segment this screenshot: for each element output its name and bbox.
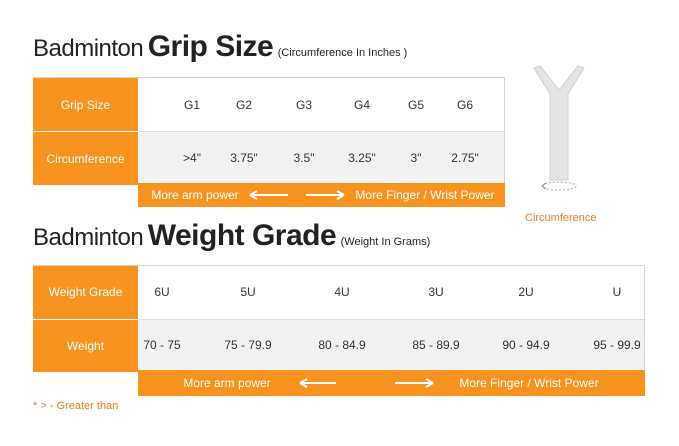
- row-label: Weight: [33, 318, 138, 372]
- grip-bar: More arm power More Finger / Wrist Power: [138, 183, 505, 207]
- row-bg: [138, 318, 644, 372]
- racket-handle-icon: [533, 65, 585, 191]
- cell: G4: [353, 97, 370, 112]
- title-bold: Grip Size: [147, 30, 274, 63]
- cell: 4U: [334, 285, 350, 300]
- cell: >4": [183, 150, 201, 165]
- bar-right-text: More Finger / Wrist Power: [355, 188, 495, 202]
- cell: 3U: [428, 285, 444, 300]
- cell: 5U: [240, 285, 256, 300]
- row-label: Circumference: [33, 131, 138, 185]
- bar-left-text: More arm power: [183, 376, 271, 390]
- cell: 3.75": [230, 150, 258, 165]
- cell: G2: [235, 97, 252, 112]
- grip-table: Grip Size G1 G2 G3 G4 G5 G6 Circumference >4" 3.7…: [33, 77, 505, 185]
- arrows: [249, 190, 345, 200]
- bar-right-text: More Finger / Wrist Power: [459, 376, 599, 390]
- cell: 95 - 99.9: [593, 337, 641, 352]
- cell: G6: [456, 97, 473, 112]
- cell: 3.25": [348, 150, 376, 165]
- cell: G1: [183, 97, 200, 112]
- weight-table: Weight Grade 6U 5U 4U 3U 2U U Weight 70 - 75 75 -…: [33, 265, 645, 372]
- row-bg: [138, 131, 504, 185]
- circumference-label: Circumference: [525, 212, 597, 224]
- cell: 3": [410, 150, 422, 165]
- cell: 75 - 79.9: [224, 337, 272, 352]
- cell: U: [612, 285, 622, 300]
- arrows: [299, 378, 434, 388]
- row-label: Grip Size: [33, 78, 138, 131]
- title-bold: Weight Grade: [147, 219, 337, 252]
- cell: 70 - 75: [143, 337, 181, 352]
- cell: 6U: [154, 285, 170, 300]
- row-bg: [138, 78, 504, 131]
- cell: 85 - 89.9: [412, 337, 460, 352]
- cell: 2U: [518, 285, 534, 300]
- title-light: Badminton: [33, 35, 144, 62]
- weight-bar: More arm power More Finger / Wrist Power: [138, 370, 645, 396]
- cell: G3: [295, 97, 312, 112]
- bar-left-text: More arm power: [151, 188, 239, 202]
- cell: G5: [407, 97, 424, 112]
- footnote: * > - Greater than: [33, 400, 119, 412]
- grip-title: Badminton Grip Size (Circumference In In…: [33, 30, 407, 64]
- cell: 90 - 94.9: [502, 337, 550, 352]
- cell: 3.5": [293, 150, 315, 165]
- title-light: Badminton: [33, 224, 144, 251]
- row-bg: [138, 266, 644, 319]
- title-sub: (Weight In Grams): [340, 236, 431, 248]
- cell: 80 - 84.9: [318, 337, 366, 352]
- weight-title: Badminton Weight Grade (Weight In Grams): [33, 219, 430, 253]
- cell: 2.75": [451, 150, 479, 165]
- title-sub: (Circumference In Inches ): [277, 47, 408, 59]
- row-label: Weight Grade: [33, 266, 138, 319]
